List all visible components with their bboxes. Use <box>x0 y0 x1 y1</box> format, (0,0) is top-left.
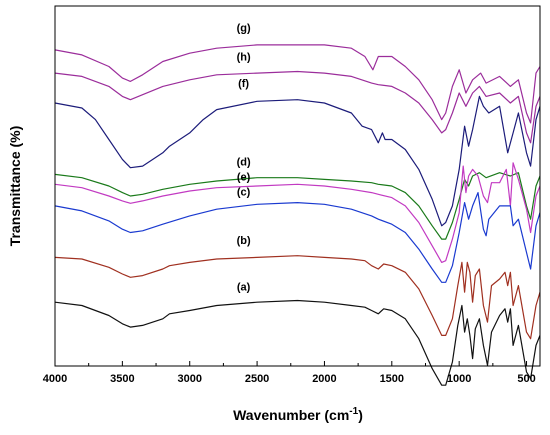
series-label-a: (a) <box>237 282 251 294</box>
series-line-c <box>54 192 541 283</box>
x-tick-label: 1000 <box>447 373 471 385</box>
x-tick-label: 500 <box>517 373 535 385</box>
series-line-b <box>54 255 541 340</box>
y-axis-title: Transmittance (%) <box>7 126 23 247</box>
series-line-f <box>54 95 541 227</box>
series-line-e <box>54 162 541 263</box>
plot-layer: (g) (h) (f) (d) (e) (c) (b) (a) <box>54 23 541 386</box>
series-label-d: (d) <box>237 156 251 168</box>
x-tick-label: 3500 <box>110 373 134 385</box>
series-label-c: (c) <box>237 186 251 198</box>
x-tick-label: 1500 <box>380 373 404 385</box>
series-line-g <box>54 44 541 124</box>
series-label-b: (b) <box>237 235 251 247</box>
x-tick-label: 2500 <box>245 373 269 385</box>
series-label-g: (g) <box>237 23 251 35</box>
x-tick-label: 4000 <box>43 373 67 385</box>
x-axis-title-sup: -1 <box>349 406 358 417</box>
x-axis: 4000 3500 3000 2500 2000 1500 1000 500 <box>43 361 536 385</box>
x-axis-title-end: ) <box>358 407 363 423</box>
series-line-a <box>54 299 541 386</box>
series-label-f: (f) <box>238 78 249 90</box>
x-axis-title-main: Wavenumber (cm <box>233 407 349 423</box>
series-line-h <box>54 70 541 144</box>
x-axis-title: Wavenumber (cm-1) <box>233 406 363 423</box>
x-tick-label: 2000 <box>312 373 336 385</box>
plot-frame <box>54 5 541 367</box>
series-label-e: (e) <box>237 172 251 184</box>
x-tick-label: 3000 <box>177 373 201 385</box>
series-label-h: (h) <box>237 52 251 64</box>
series-line-d <box>54 172 541 240</box>
